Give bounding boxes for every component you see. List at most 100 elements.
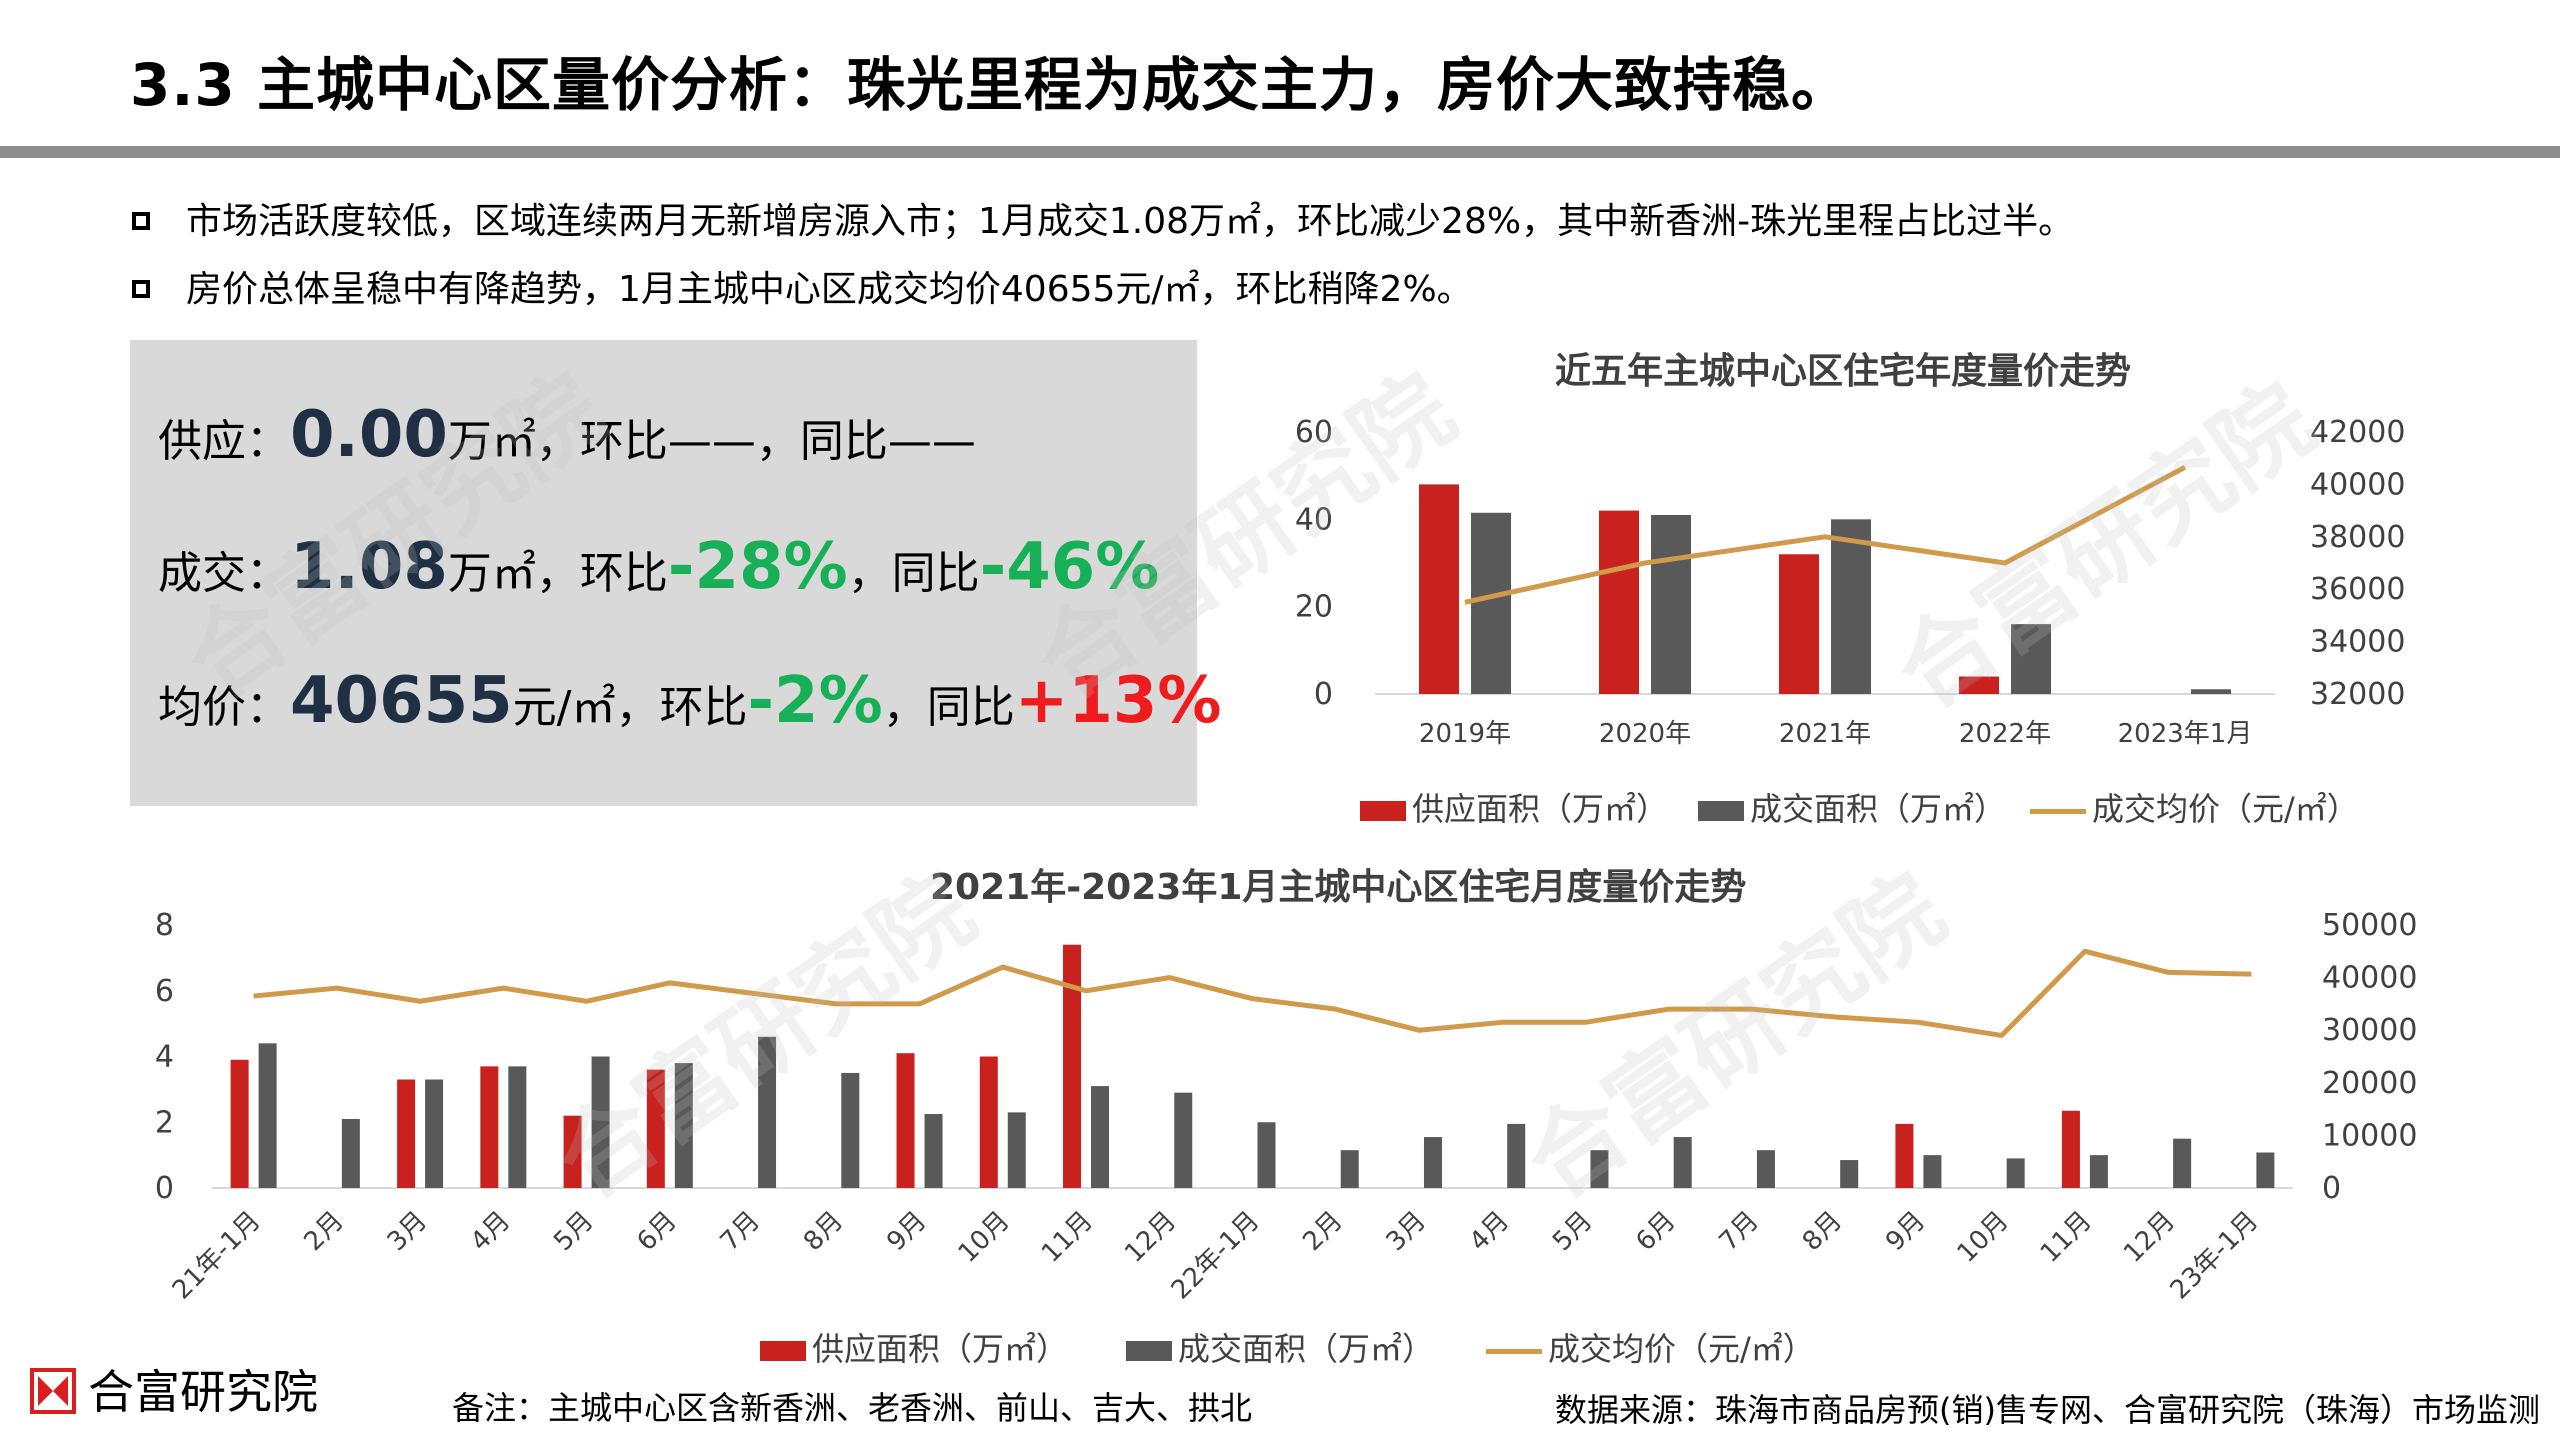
x-tick-label: 2019年 <box>1419 719 1511 749</box>
y2-tick-label: 0 <box>2322 1171 2341 1206</box>
y-tick-label: 2 <box>155 1105 174 1140</box>
footer-source: 数据来源：珠海市商品房预(销)售专网、合富研究院（珠海）市场监测 <box>1555 1391 2540 1429</box>
bullet-item: 房价总体呈稳中有降趋势，1月主城中心区成交均价40655元/㎡，环比稍降2%。 <box>130 256 2074 324</box>
x-tick-label: 2月 <box>299 1206 350 1257</box>
title-divider <box>0 146 2560 158</box>
price-line <box>1464 465 2187 605</box>
x-tick-label: 12月 <box>2118 1206 2181 1269</box>
x-tick-label: 11月 <box>2035 1206 2098 1269</box>
deal-bar <box>1507 1123 1526 1188</box>
deal-bar <box>1423 1137 1442 1188</box>
supply-bar <box>563 1115 582 1188</box>
legend-deal-swatch <box>1126 1341 1172 1361</box>
y-tick-label: 0 <box>155 1171 174 1206</box>
deal-bar <box>341 1118 360 1188</box>
x-tick-label: 8月 <box>798 1206 849 1257</box>
y-tick-label: 4 <box>155 1040 174 1075</box>
y2-tick-label: 38000 <box>2310 520 2405 555</box>
x-tick-label: 12月 <box>1119 1206 1182 1269</box>
legend-price-swatch <box>1486 1348 1542 1354</box>
bullet-item: 市场活跃度较低，区域连续两月无新增房源入市；1月成交1.08万㎡，环比减少28%… <box>130 188 2074 256</box>
supply-yoy-label: ，同比 <box>755 416 888 467</box>
bullet-text: 市场活跃度较低，区域连续两月无新增房源入市；1月成交1.08万㎡，环比减少28%… <box>186 201 2075 242</box>
deal-bar <box>2006 1158 2025 1188</box>
x-tick-label: 21年-1月 <box>167 1206 267 1306</box>
deal-bar <box>1590 1150 1609 1188</box>
x-tick-label: 4月 <box>465 1206 516 1257</box>
page-title: 3.3 主城中心区量价分析：珠光里程为成交主力，房价大致持稳。 <box>130 51 1850 119</box>
y2-tick-label: 34000 <box>2310 625 2405 660</box>
supply-mom: —— <box>667 416 756 467</box>
deal-bar <box>674 1063 693 1188</box>
x-tick-label: 9月 <box>1880 1206 1931 1257</box>
y-tick-label: 8 <box>155 908 174 943</box>
deal-bar <box>841 1072 860 1188</box>
x-tick-label: 7月 <box>715 1206 766 1257</box>
supply-bar <box>646 1069 665 1188</box>
monthly-chart-title: 2021年-2023年1月主城中心区住宅月度量价走势 <box>930 867 1747 908</box>
y2-tick-label: 42000 <box>2310 415 2405 450</box>
supply-bar <box>1599 510 1639 694</box>
legend-supply-swatch <box>760 1341 806 1361</box>
x-tick-label: 6月 <box>1630 1206 1681 1257</box>
deal-bar <box>1651 514 1691 694</box>
deal-bar <box>1831 519 1871 694</box>
x-tick-label: 2月 <box>1297 1206 1348 1257</box>
x-tick-label: 4月 <box>1464 1206 1515 1257</box>
footer-logo: 合富研究院 <box>30 1356 318 1422</box>
supply-bar <box>2061 1110 2080 1188</box>
legend-price-swatch <box>2030 808 2086 814</box>
deal-bar <box>2191 689 2231 694</box>
y-tick-label: 6 <box>155 974 174 1009</box>
y2-tick-label: 30000 <box>2322 1013 2417 1048</box>
supply-mom-label: ，环比 <box>535 416 668 467</box>
deal-bar <box>2011 624 2051 694</box>
y2-tick-label: 32000 <box>2310 677 2405 712</box>
supply-label: 供应： <box>158 416 290 467</box>
y-tick-label: 60 <box>1295 415 1333 450</box>
legend-supply: 供应面积（万㎡） <box>760 1324 1068 1370</box>
deal-bar <box>1007 1112 1026 1188</box>
y2-tick-label: 20000 <box>2322 1066 2417 1101</box>
annual-chart-title: 近五年主城中心区住宅年度量价走势 <box>1555 351 2132 392</box>
summary-deal: 成交：1.08万㎡，环比-28%，同比-46% <box>158 530 1159 604</box>
deal-bar <box>425 1079 444 1188</box>
y2-tick-label: 40000 <box>2322 961 2417 996</box>
legend-supply: 供应面积（万㎡） <box>1360 784 1668 830</box>
legend-deal: 成交面积（万㎡） <box>1698 784 2006 830</box>
deal-bar <box>1174 1092 1193 1188</box>
deal-bar <box>1091 1086 1110 1188</box>
deal-bar <box>2089 1155 2108 1188</box>
company-name: 合富研究院 <box>88 1365 318 1419</box>
price-line <box>253 948 2252 1038</box>
supply-bar <box>480 1066 499 1188</box>
deal-bar <box>1340 1150 1359 1188</box>
checkbox-square-icon <box>132 212 150 230</box>
x-tick-label: 2022年 <box>1959 719 2051 749</box>
x-tick-label: 2023年1月 <box>2118 719 2253 749</box>
checkbox-square-icon <box>132 280 150 298</box>
supply-value: 0.00 <box>290 398 448 472</box>
deal-bar <box>2256 1152 2275 1188</box>
x-tick-label: 22年-1月 <box>1166 1206 1266 1306</box>
deal-bar <box>924 1114 943 1188</box>
supply-bar <box>979 1056 998 1188</box>
supply-bar <box>896 1053 915 1188</box>
deal-bar <box>1471 512 1511 694</box>
legend-price: 成交均价（元/㎡） <box>1486 1324 1815 1370</box>
y-tick-label: 20 <box>1295 590 1333 625</box>
supply-bar <box>1779 554 1819 694</box>
supply-bar <box>230 1059 249 1188</box>
deal-bar <box>258 1043 277 1188</box>
supply-yoy: —— <box>887 416 976 467</box>
supply-bar <box>1063 944 1082 1188</box>
supply-unit: 万㎡ <box>447 416 536 467</box>
y2-tick-label: 40000 <box>2310 467 2405 502</box>
supply-bar <box>1895 1123 1914 1188</box>
bullet-list: 市场活跃度较低，区域连续两月无新增房源入市；1月成交1.08万㎡，环比减少28%… <box>130 188 2074 324</box>
price-mom-label: ，环比 <box>615 682 748 733</box>
y2-tick-label: 50000 <box>2322 908 2417 943</box>
x-tick-label: 11月 <box>1036 1206 1099 1269</box>
legend-price: 成交均价（元/㎡） <box>2030 784 2359 830</box>
